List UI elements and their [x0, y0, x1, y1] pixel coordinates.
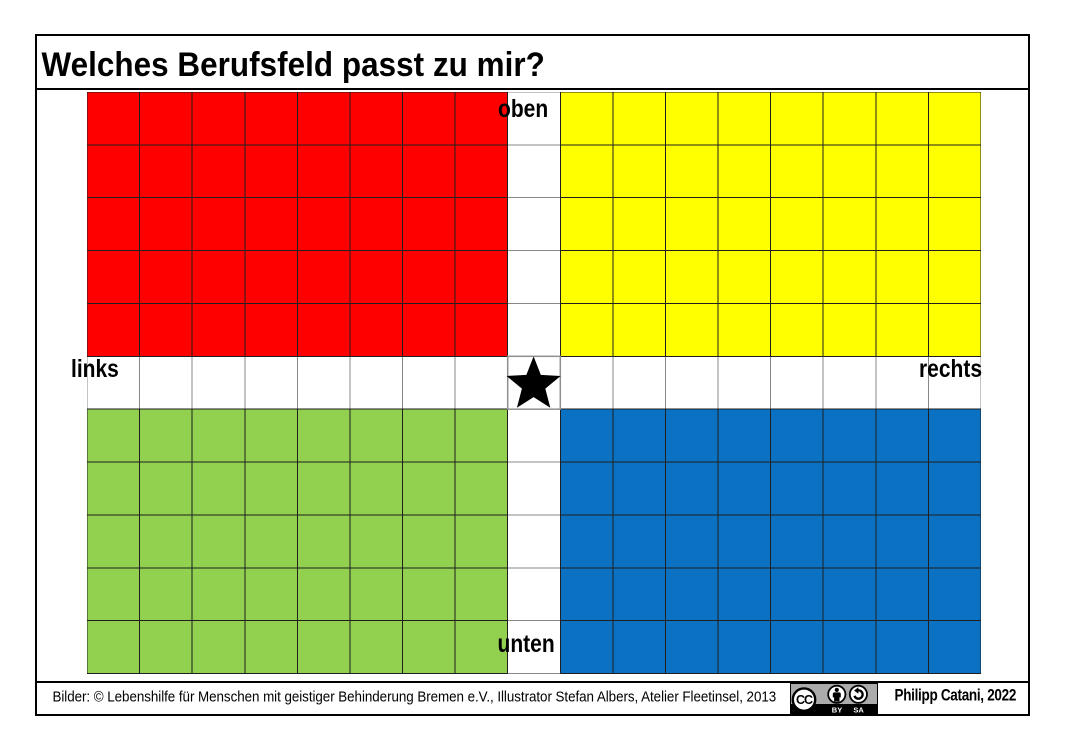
svg-text:CC: CC: [796, 693, 813, 707]
svg-text:SA: SA: [853, 706, 864, 715]
svg-text:BY: BY: [832, 706, 842, 715]
